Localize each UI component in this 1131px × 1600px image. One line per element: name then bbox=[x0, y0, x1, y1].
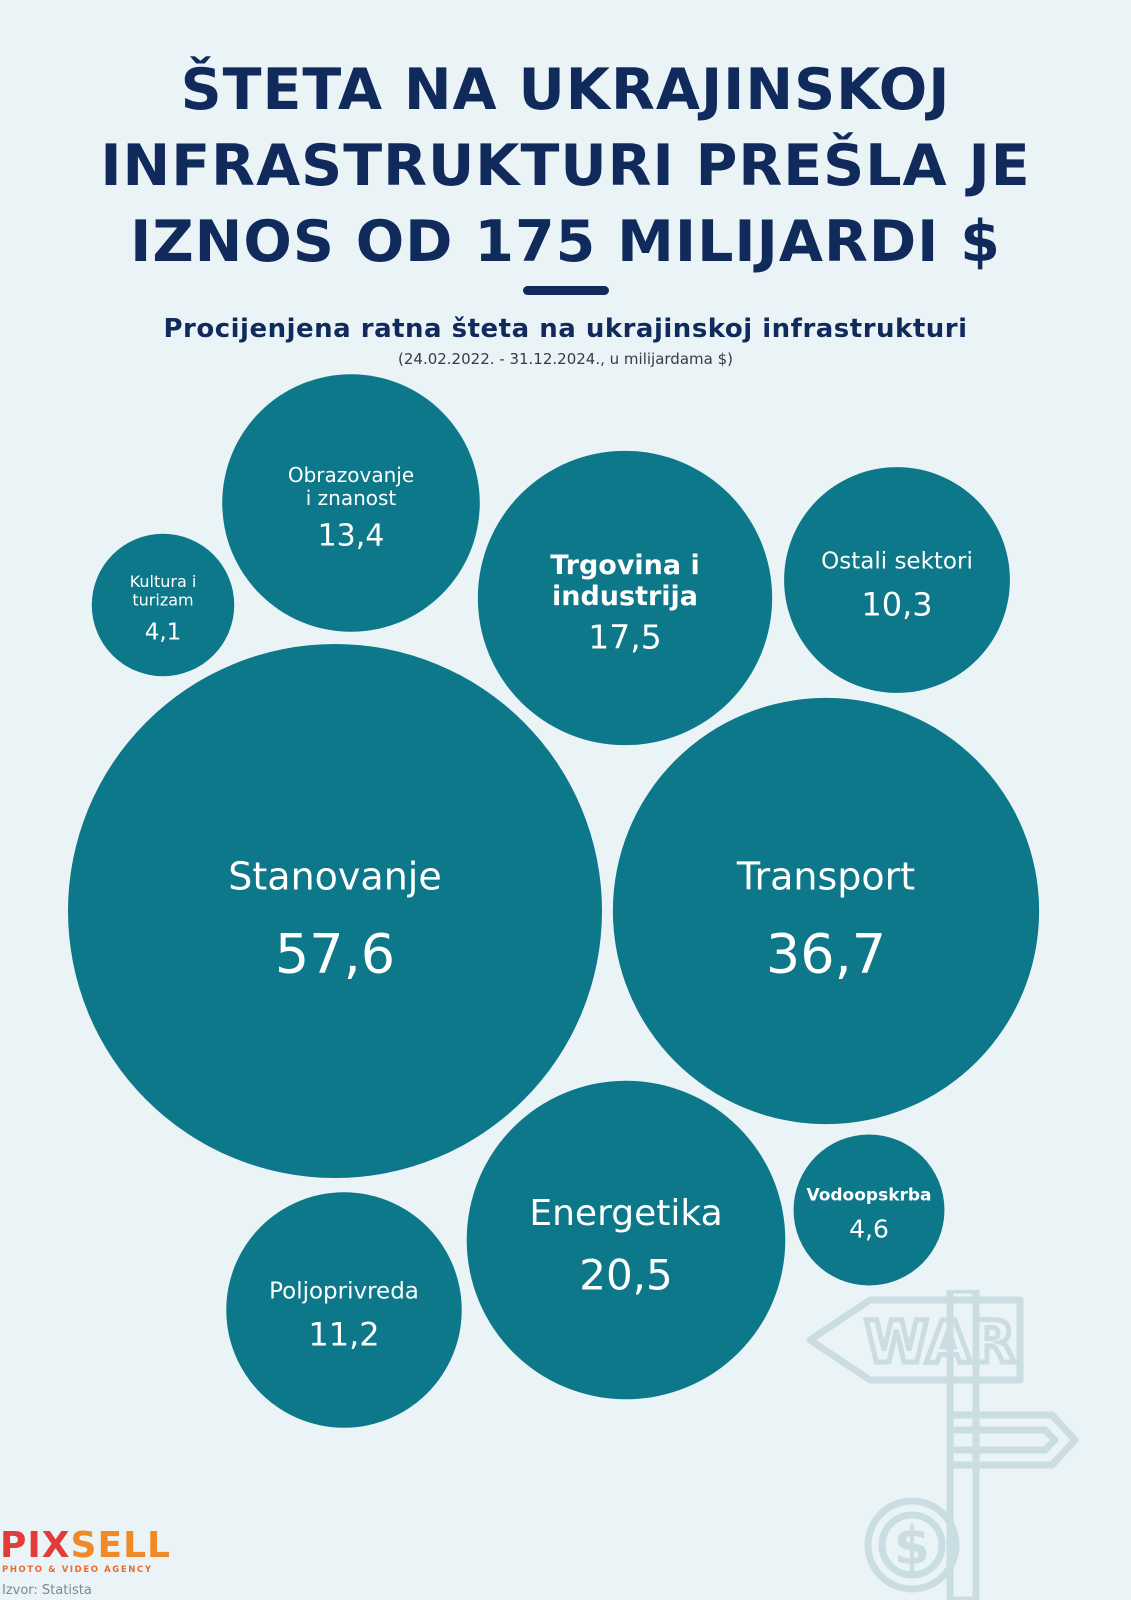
bubble-label: Poljoprivreda bbox=[269, 1278, 419, 1304]
bubble-energetika: Energetika 20,5 bbox=[466, 1080, 786, 1400]
chart-subtitle: Procijenjena ratna šteta na ukrajinskoj … bbox=[163, 314, 968, 344]
bubble-value: 10,3 bbox=[861, 586, 932, 624]
bubble-circle bbox=[784, 467, 1010, 693]
title-line-3: IZNOS OD 175 MILIJARDI $ bbox=[130, 209, 1001, 275]
bubble-value: 57,6 bbox=[275, 922, 395, 985]
bubble-transport: Transport 36,7 bbox=[612, 697, 1040, 1125]
bubble-label: Energetika bbox=[529, 1193, 722, 1234]
bubble-label: Vodoopskrba bbox=[806, 1186, 931, 1206]
bubble-poljoprivreda: Poljoprivreda 11,2 bbox=[226, 1192, 462, 1428]
bubble-label: Stanovanje bbox=[228, 854, 441, 898]
bubble-circle bbox=[91, 533, 235, 677]
page-title: ŠTETA NA UKRAJINSKOJ INFRASTRUKTURI PREŠ… bbox=[0, 52, 1131, 280]
coin-symbol: $ bbox=[894, 1517, 930, 1577]
bubble-label: i znanost bbox=[306, 486, 397, 510]
bubble-stanovanje: Stanovanje 57,6 bbox=[68, 644, 602, 1178]
source-note: Izvor: Statista bbox=[2, 1583, 92, 1598]
logo-part1: PIX bbox=[0, 1525, 71, 1566]
logo-part2: SELL bbox=[70, 1525, 171, 1566]
bubble-label: turizam bbox=[132, 591, 193, 610]
bubble-value: 36,7 bbox=[766, 922, 886, 985]
bubble-label: Kultura i bbox=[130, 572, 197, 591]
bubble-label: industrija bbox=[552, 581, 698, 612]
bubble-value: 4,6 bbox=[849, 1214, 889, 1243]
bubble-circle bbox=[226, 1192, 462, 1428]
bubble-circle bbox=[222, 374, 480, 632]
bubble-label: Ostali sektori bbox=[821, 548, 973, 574]
bubble-ostali-sektori: Ostali sektori 10,3 bbox=[784, 467, 1010, 693]
logo-tagline: PHOTO & VIDEO AGENCY bbox=[2, 1565, 153, 1575]
bubble-label: Obrazovanje bbox=[288, 463, 414, 487]
bubble-value: 17,5 bbox=[588, 618, 661, 657]
sign-text: WAR bbox=[865, 1308, 1016, 1376]
bubble-circle bbox=[793, 1134, 945, 1286]
war-signpost-icon: WAR $ bbox=[806, 1290, 1079, 1600]
bubble-circle bbox=[466, 1080, 786, 1400]
bubble-value: 11,2 bbox=[308, 1316, 379, 1354]
title-divider bbox=[523, 286, 609, 295]
bubble-circle bbox=[612, 697, 1040, 1125]
bubble-vodoopskrba: Vodoopskrba 4,6 bbox=[793, 1134, 945, 1286]
bubble-circle bbox=[68, 644, 602, 1178]
bubble-value: 20,5 bbox=[579, 1251, 673, 1300]
bubble-label: Trgovina i bbox=[550, 550, 700, 581]
title-line-2: INFRASTRUKTURI PREŠLA JE bbox=[100, 133, 1031, 199]
title-line-1: ŠTETA NA UKRAJINSKOJ bbox=[180, 57, 951, 123]
bubble-value: 4,1 bbox=[145, 620, 182, 646]
bubble-label: Transport bbox=[736, 854, 915, 898]
chart-subnote: (24.02.2022. - 31.12.2024., u milijardam… bbox=[398, 350, 733, 368]
pixsell-logo: PIXSELL PHOTO & VIDEO AGENCY bbox=[0, 1525, 171, 1576]
bubble-value: 13,4 bbox=[318, 519, 385, 554]
bubble-circle bbox=[477, 450, 773, 746]
